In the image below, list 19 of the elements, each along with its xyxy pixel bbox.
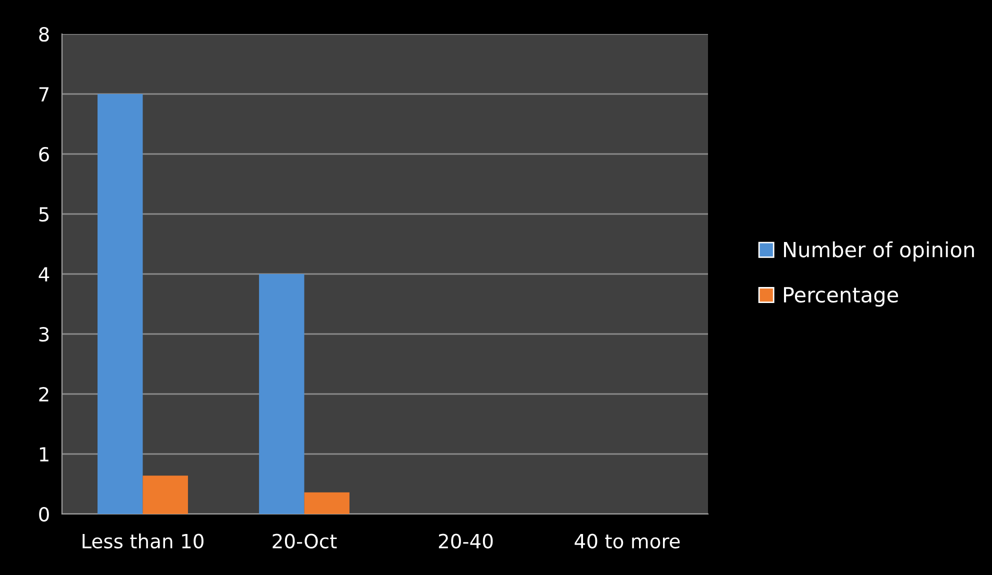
y-tick-label: 8 [39,26,49,42]
y-tick-label: 5 [39,207,48,222]
bar [259,274,304,514]
y-tick-label: 2 [39,386,48,402]
y-tick-label: 0 [39,506,49,522]
bar [98,94,143,514]
y-tick-label: 7 [39,87,49,102]
legend-label: Number of opinion [784,241,974,262]
x-tick-label: 20-Oct [272,534,337,548]
y-tick-label: 6 [39,146,49,162]
x-tick-label: 20-40 [438,534,493,548]
x-tick-label: 40 to more [574,534,680,548]
legend-label: Percentage [784,287,898,307]
x-tick-label: Less than 10 [82,533,204,548]
bar [304,492,350,514]
y-tick-label: 4 [38,267,50,282]
bar [142,476,188,514]
y-tick-label: 1 [40,447,48,462]
y-tick-label: 3 [39,326,49,342]
